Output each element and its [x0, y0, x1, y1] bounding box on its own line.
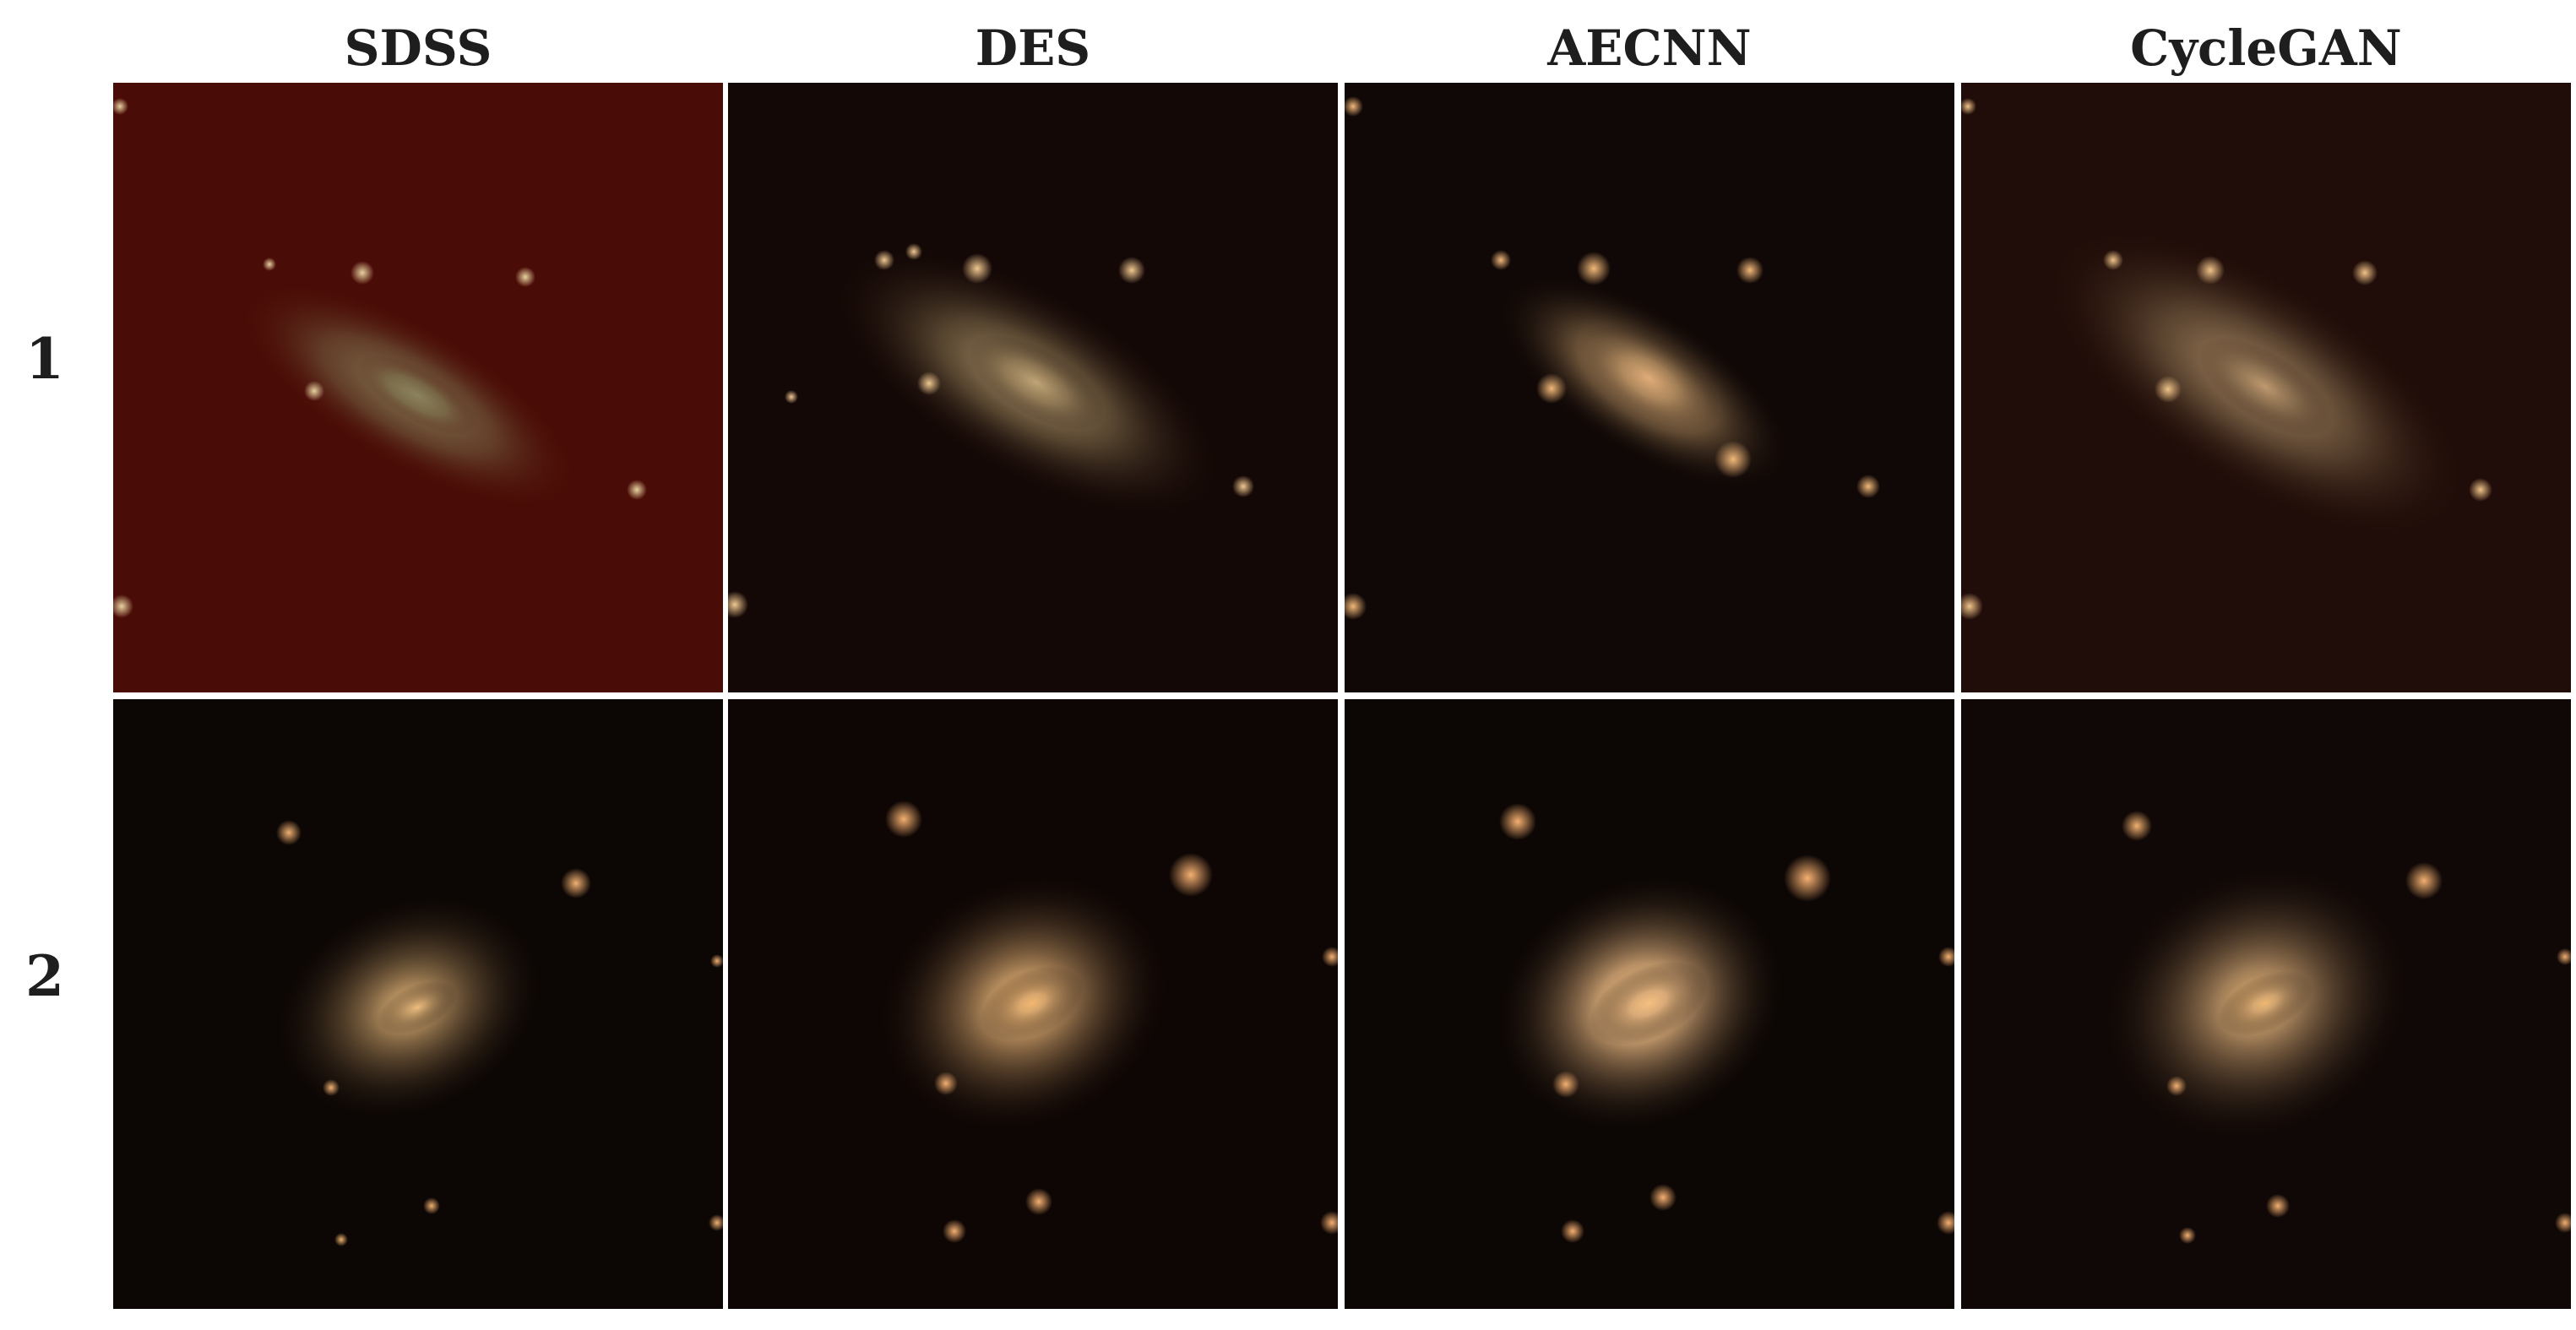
- column-header-sdss: SDSS: [344, 19, 492, 77]
- galaxy-image: [1961, 699, 2571, 1309]
- column-header-cyclegan: CycleGAN: [2130, 19, 2402, 77]
- galaxy-image: [1345, 83, 1954, 692]
- row-label-2: 2: [25, 943, 64, 1009]
- galaxy-image: [113, 699, 723, 1309]
- panel-row1-sdss: [113, 83, 723, 692]
- galaxy-image: [728, 699, 1338, 1309]
- column-header-aecnn: AECNN: [1547, 19, 1752, 77]
- panel-row2-des: [728, 699, 1338, 1309]
- panel-row2-aecnn: [1345, 699, 1954, 1309]
- panel-row1-des: [728, 83, 1338, 692]
- panel-row2-sdss: [113, 699, 723, 1309]
- galaxy-image: [728, 83, 1338, 692]
- galaxy-image: [1345, 699, 1954, 1309]
- column-header-des: DES: [975, 19, 1091, 77]
- row-label-1: 1: [25, 326, 64, 392]
- panel-row2-cyclegan: [1961, 699, 2571, 1309]
- panel-row1-cyclegan: [1961, 83, 2571, 692]
- galaxy-image: [1961, 83, 2571, 692]
- panel-row1-aecnn: [1345, 83, 1954, 692]
- galaxy-image: [113, 83, 723, 692]
